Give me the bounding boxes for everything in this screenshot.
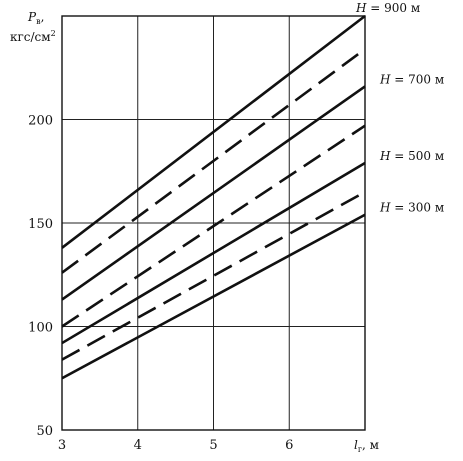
- series-label: H = 900 м: [355, 1, 420, 15]
- series-line-2: [61, 48, 366, 274]
- series-lines: [61, 14, 366, 380]
- x-tick-label: 4: [134, 438, 142, 453]
- y-tick-label: 50: [36, 424, 53, 439]
- y-tick-label: 150: [28, 217, 53, 232]
- x-tick-label: 5: [209, 438, 217, 453]
- plot-frame: [61, 15, 366, 431]
- series-line-4: [61, 124, 366, 328]
- grid: [62, 16, 365, 430]
- x-tick-label: 6: [285, 438, 293, 453]
- x-tick-labels: 3 4 5 6: [58, 438, 294, 453]
- y-tick-label: 100: [28, 321, 53, 336]
- y-tick-label: 200: [28, 114, 53, 129]
- y-axis-unit: кгс/см2: [10, 29, 56, 44]
- series-labels: H = 900 м H = 700 м H = 500 м H = 300 м: [355, 1, 444, 215]
- series-line-1: [61, 14, 366, 249]
- x-axis-label: lг, м: [354, 438, 379, 454]
- series-label: H = 300 м: [379, 201, 444, 215]
- series-line-3: [61, 85, 366, 301]
- y-tick-labels: 50 100 150 200: [28, 114, 53, 440]
- series-line-7: [61, 213, 366, 380]
- series-label: H = 500 м: [379, 149, 444, 163]
- series-line-5: [61, 161, 366, 345]
- series-label: H = 700 м: [379, 72, 444, 86]
- y-axis-label: Pв,: [27, 10, 44, 26]
- x-tick-label: 3: [58, 438, 66, 453]
